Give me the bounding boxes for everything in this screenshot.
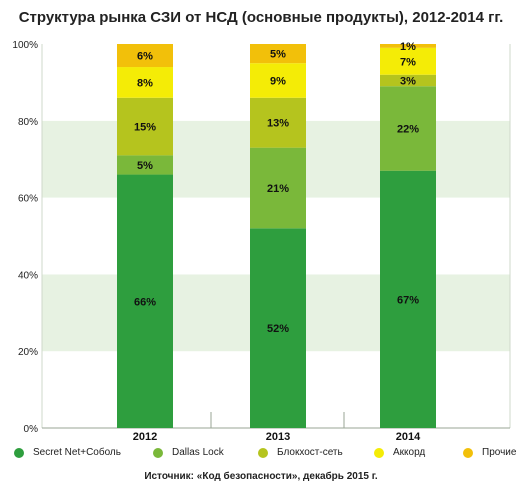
data-label: 5% [137, 160, 153, 172]
x-tick-label: 2012 [133, 431, 157, 443]
legend-label: Аккорд [393, 447, 426, 458]
data-label: 7% [400, 56, 416, 68]
legend-swatch [258, 447, 268, 458]
data-label: 6% [137, 51, 153, 63]
data-label: 8% [137, 77, 153, 89]
data-label: 1% [400, 41, 416, 53]
y-tick-label: 80% [18, 117, 38, 128]
data-label: 5% [270, 49, 286, 61]
y-tick-label: 20% [18, 347, 38, 358]
legend-swatch [153, 447, 163, 458]
legend-label: Прочие [482, 447, 517, 458]
data-label: 22% [397, 123, 419, 135]
data-label: 3% [400, 75, 416, 87]
legend-label: Блокхост-сеть [277, 447, 343, 458]
legend-swatch [374, 447, 384, 458]
bar-segment [117, 174, 173, 428]
legend-label: Dallas Lock [172, 447, 224, 458]
source-note: Источник: «Код безопасности», декабрь 20… [144, 471, 378, 482]
legend-swatch [463, 447, 473, 458]
y-tick-label: 0% [24, 424, 39, 435]
y-tick-label: 100% [12, 40, 38, 51]
x-tick-label: 2013 [266, 431, 290, 443]
bar-segment [380, 74, 436, 87]
bar-segment [117, 155, 173, 175]
bar-segment [250, 97, 306, 148]
data-label: 67% [397, 294, 419, 306]
y-tick-label: 40% [18, 270, 38, 281]
bar-segment [117, 97, 173, 156]
bar-segment [117, 67, 173, 98]
legend-label: Secret Net+Соболь [33, 447, 121, 458]
chart-title: Структура рынка СЗИ от НСД (основные про… [18, 9, 504, 26]
bar-segment [380, 44, 436, 48]
bar-segment [250, 228, 306, 428]
stacked-bar-chart: 0% 20% 40% 60% 80% 100% 66% 5% 15% 8% 6% 2012 52% 21%… [12, 40, 511, 443]
bar-segment [250, 63, 306, 98]
data-label: 13% [267, 118, 289, 130]
legend-item: Прочие [463, 447, 516, 458]
data-label: 15% [134, 122, 156, 134]
x-tick-label: 2014 [396, 431, 421, 443]
bar-segment [117, 44, 173, 68]
bar-segment [380, 47, 436, 75]
data-label: 52% [267, 323, 289, 335]
bar-segment [380, 86, 436, 171]
data-label: 9% [270, 75, 286, 87]
legend-item: Secret Net+Соболь [14, 447, 121, 458]
y-tick-label: 60% [18, 194, 38, 205]
bar-segment [250, 147, 306, 229]
data-label: 66% [134, 296, 156, 308]
legend-item: Блокхост-сеть [258, 447, 343, 458]
bar-segment [250, 44, 306, 64]
legend-item: Аккорд [374, 447, 425, 458]
data-label: 21% [267, 183, 289, 195]
bar-segment [380, 170, 436, 428]
chart-legend: Secret Net+Соболь Dallas Lock Блокхост-сет… [0, 447, 522, 463]
legend-item: Dallas Lock [153, 447, 224, 458]
legend-swatch [14, 447, 24, 458]
